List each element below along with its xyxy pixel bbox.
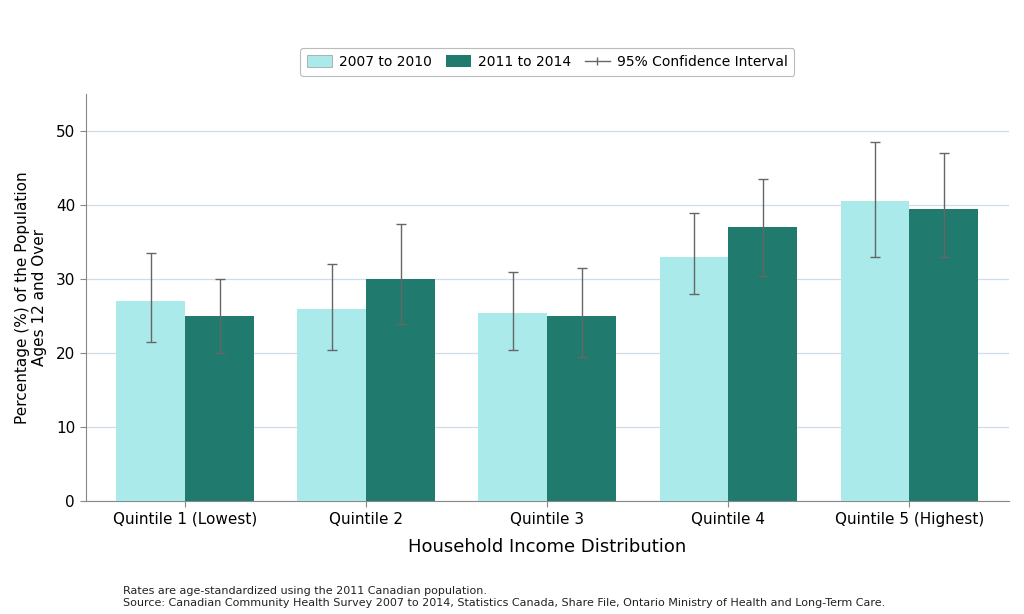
Bar bbox=[297, 309, 367, 502]
X-axis label: Household Income Distribution: Household Income Distribution bbox=[409, 538, 686, 556]
Bar bbox=[728, 227, 797, 502]
Bar bbox=[841, 201, 909, 502]
Legend: 2007 to 2010, 2011 to 2014, 95% Confidence Interval: 2007 to 2010, 2011 to 2014, 95% Confiden… bbox=[300, 48, 795, 76]
Bar bbox=[547, 316, 616, 502]
Bar bbox=[478, 313, 547, 502]
Bar bbox=[185, 316, 254, 502]
Bar bbox=[367, 279, 435, 502]
Bar bbox=[117, 301, 185, 502]
Y-axis label: Percentage (%) of the Population
Ages 12 and Over: Percentage (%) of the Population Ages 12… bbox=[15, 171, 47, 424]
Text: Rates are age-standardized using the 2011 Canadian population.
Source: Canadian : Rates are age-standardized using the 201… bbox=[123, 586, 885, 608]
Bar bbox=[909, 209, 978, 502]
Bar bbox=[659, 257, 728, 502]
